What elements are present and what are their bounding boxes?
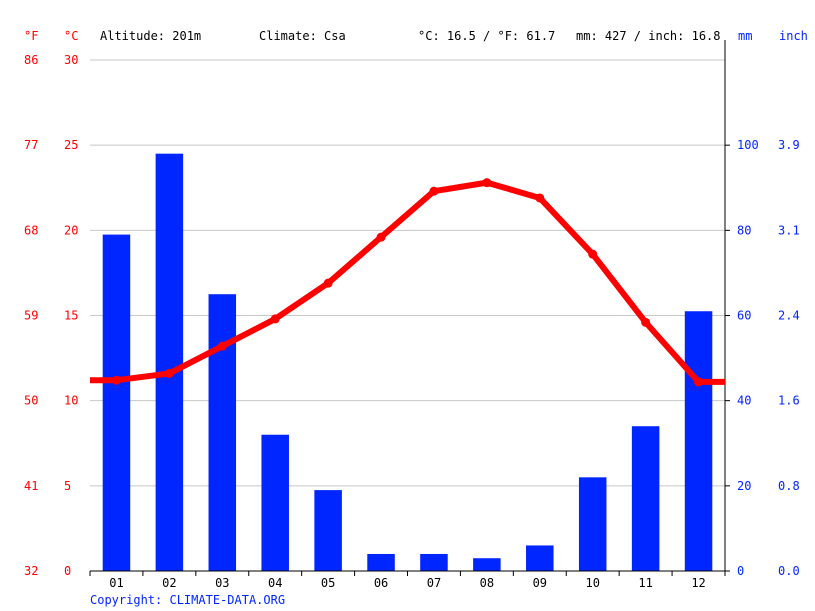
month-label: 11 (638, 576, 652, 590)
celsius-tick-label: 5 (64, 479, 71, 493)
temperature-average-label: °C: 16.5 / °F: 61.7 (418, 29, 555, 43)
month-label: 12 (691, 576, 705, 590)
month-label: 04 (268, 576, 282, 590)
month-label: 07 (427, 576, 441, 590)
month-label: 02 (162, 576, 176, 590)
temperature-point (164, 368, 174, 378)
fahrenheit-tick-label: 50 (24, 394, 38, 408)
month-label: 08 (480, 576, 494, 590)
precipitation-average-label: mm: 427 / inch: 16.8 (576, 29, 721, 43)
celsius-tick-label: 20 (64, 223, 78, 237)
fahrenheit-tick-label: 86 (24, 53, 38, 67)
copyright-text: Copyright: CLIMATE-DATA.ORG (90, 593, 285, 607)
precipitation-bar (314, 490, 342, 571)
celsius-tick-label: 30 (64, 53, 78, 67)
celsius-tick-label: 0 (64, 564, 71, 578)
temperature-point (535, 193, 545, 203)
month-label: 10 (585, 576, 599, 590)
precipitation-bar (684, 311, 713, 571)
fahrenheit-tick-label: 32 (24, 564, 38, 578)
month-label: 09 (533, 576, 547, 590)
fahrenheit-tick-label: 59 (24, 309, 38, 323)
celsius-unit-label: °C (64, 29, 78, 43)
x-axis-ticks: 01 02 03 04 05 06 07 08 09 10 11 12 (89, 571, 726, 590)
celsius-tick-label: 25 (64, 138, 78, 152)
inch-tick-label: 3.1 (778, 223, 800, 237)
temperature-point (641, 317, 651, 327)
temperature-point (429, 186, 439, 196)
mm-tick-label: 80 (737, 223, 751, 237)
mm-tick-label: 100 (737, 138, 759, 152)
mm-unit-label: mm (738, 29, 752, 43)
mm-tick-label: 20 (737, 479, 751, 493)
precipitation-bar (102, 234, 131, 571)
precipitation-bar (526, 545, 554, 571)
temperature-series (90, 178, 725, 387)
fahrenheit-unit-label: °F (24, 29, 38, 43)
precipitation-bar (367, 553, 395, 571)
month-label: 05 (321, 576, 335, 590)
fahrenheit-tick-label: 41 (24, 479, 38, 493)
temperature-line (90, 179, 725, 385)
gridlines (90, 59, 725, 487)
mm-tick-label: 0 (737, 564, 744, 578)
inch-tick-label: 0.8 (778, 479, 800, 493)
temperature-point (323, 278, 333, 288)
precipitation-bar (473, 558, 501, 571)
month-label: 06 (374, 576, 388, 590)
temperature-point (588, 249, 598, 259)
precipitation-bar (420, 553, 448, 571)
temperature-point (694, 377, 704, 387)
inch-tick-label: 2.4 (778, 309, 800, 323)
inch-unit-label: inch (779, 29, 808, 43)
precipitation-bars (102, 153, 713, 571)
month-label: 03 (215, 576, 229, 590)
fahrenheit-tick-label: 68 (24, 223, 38, 237)
altitude-label: Altitude: 201m (100, 29, 201, 43)
y-axis-ticks: 32 0 41 5 50 10 59 15 68 20 77 25 86 30 0 0.0 20 0.8 40 1.6… (24, 53, 800, 578)
mm-tick-label: 60 (737, 309, 751, 323)
temperature-point (376, 232, 386, 242)
precipitation-bar (631, 426, 660, 571)
inch-tick-label: 3.9 (778, 138, 800, 152)
precipitation-bar (155, 153, 184, 571)
celsius-tick-label: 15 (64, 309, 78, 323)
precipitation-bar (578, 477, 607, 571)
temperature-point (482, 178, 492, 188)
fahrenheit-tick-label: 77 (24, 138, 38, 152)
precipitation-bar (208, 294, 237, 571)
temperature-point (217, 341, 227, 351)
precipitation-bar (261, 434, 289, 571)
celsius-tick-label: 10 (64, 394, 78, 408)
month-label: 01 (109, 576, 123, 590)
mm-tick-label: 40 (737, 394, 751, 408)
temperature-point (111, 375, 121, 385)
temperature-point (270, 314, 280, 324)
climate-label: Climate: Csa (259, 29, 346, 43)
inch-tick-label: 1.6 (778, 394, 800, 408)
inch-tick-label: 0.0 (778, 564, 800, 578)
